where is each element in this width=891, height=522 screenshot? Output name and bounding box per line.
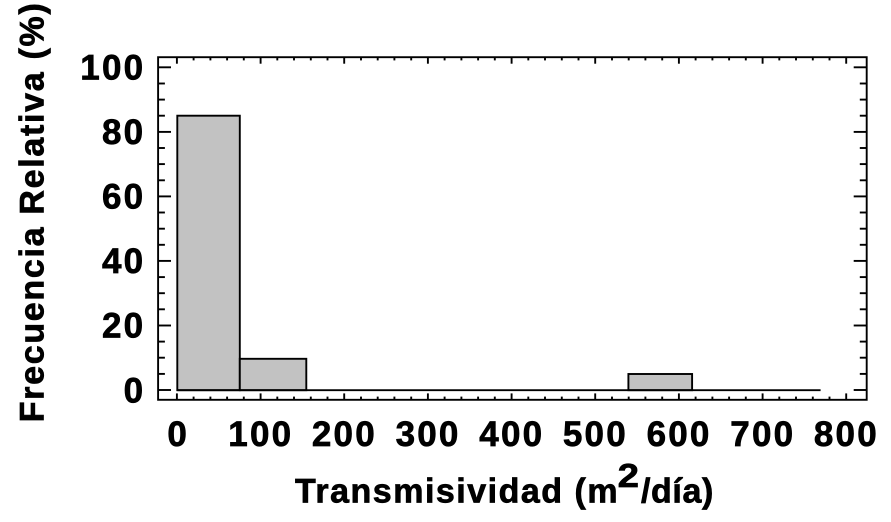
svg-text:Transmisividad (m: Transmisividad (m bbox=[295, 473, 619, 511]
svg-text:500: 500 bbox=[563, 415, 628, 454]
svg-text:/día): /día) bbox=[641, 473, 714, 511]
svg-text:0: 0 bbox=[167, 415, 189, 454]
svg-text:100: 100 bbox=[228, 415, 293, 454]
svg-text:700: 700 bbox=[730, 415, 795, 454]
svg-text:600: 600 bbox=[647, 415, 712, 454]
svg-text:Frecuencia Relativa (%): Frecuencia Relativa (%) bbox=[13, 1, 51, 422]
svg-text:2: 2 bbox=[618, 458, 639, 495]
svg-text:80: 80 bbox=[102, 113, 145, 152]
svg-text:0: 0 bbox=[124, 371, 146, 410]
svg-text:60: 60 bbox=[102, 178, 145, 217]
svg-text:300: 300 bbox=[396, 415, 461, 454]
svg-text:200: 200 bbox=[312, 415, 377, 454]
svg-text:800: 800 bbox=[814, 415, 879, 454]
svg-text:20: 20 bbox=[102, 307, 145, 346]
svg-text:40: 40 bbox=[102, 242, 145, 281]
svg-text:100: 100 bbox=[80, 49, 145, 88]
svg-text:400: 400 bbox=[479, 415, 544, 454]
